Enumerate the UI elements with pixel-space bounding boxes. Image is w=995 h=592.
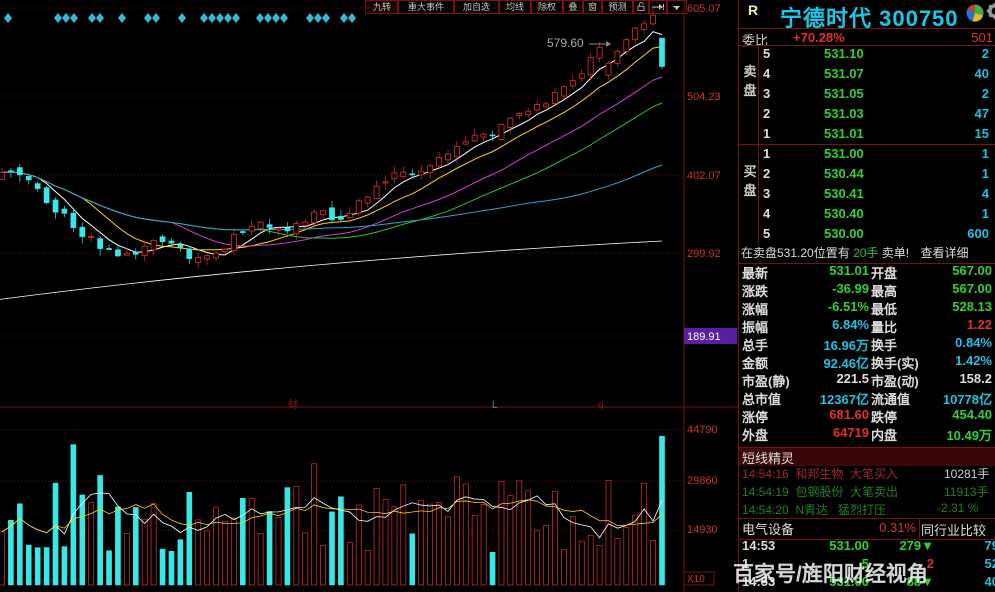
svg-text:299.92: 299.92 [687, 248, 721, 260]
svg-text:44790: 44790 [687, 424, 718, 436]
svg-text:579.60: 579.60 [547, 36, 584, 50]
svg-text:402.07: 402.07 [687, 170, 721, 182]
svg-text:财: 财 [288, 398, 298, 411]
svg-text:29860: 29860 [687, 475, 718, 487]
svg-text:q: q [598, 400, 604, 411]
svg-text:14930: 14930 [687, 524, 718, 536]
svg-text:504.23: 504.23 [687, 91, 721, 103]
svg-text:X10: X10 [687, 574, 705, 585]
svg-text:605.07: 605.07 [687, 3, 721, 15]
svg-text:L: L [492, 400, 498, 411]
svg-text:189.91: 189.91 [687, 331, 721, 343]
